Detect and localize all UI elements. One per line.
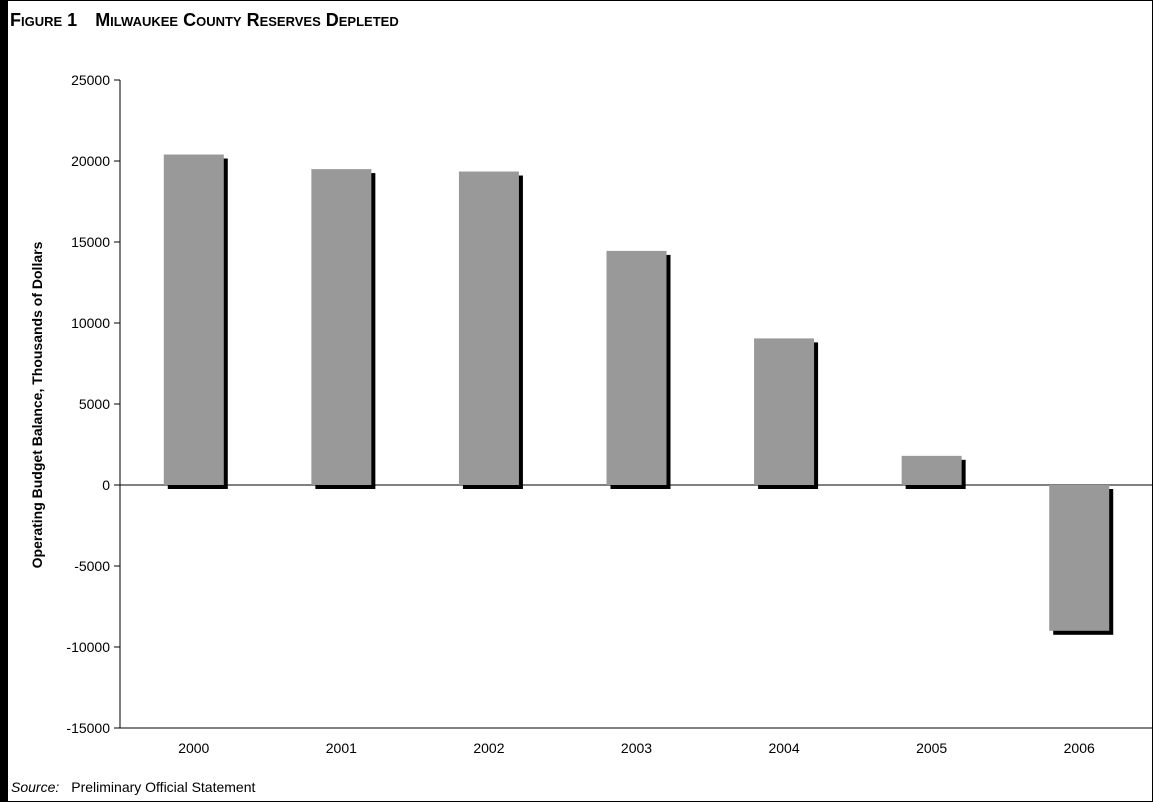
x-tick-label: 2001	[326, 740, 357, 756]
bar-2003	[606, 250, 667, 485]
figure-number: Figure 1	[10, 10, 78, 30]
source-label: Source:	[11, 779, 60, 795]
y-tick-label: -5000	[74, 558, 110, 574]
x-tick-label: 2000	[178, 740, 209, 756]
bar-2002	[458, 171, 519, 485]
x-axis-ticks: 2000 2001 2002 2003 2004 2005 2006	[178, 740, 1095, 756]
x-tick-label: 2002	[473, 740, 504, 756]
x-tick-label: 2006	[1064, 740, 1095, 756]
y-axis-ticks: 25000 20000 15000 10000 5000 0 -5000 -10000 -150…	[66, 72, 120, 736]
chart-bars	[163, 154, 1114, 635]
y-tick-label: 15000	[71, 234, 110, 250]
y-tick-label: 0	[102, 477, 110, 493]
y-tick-label: -15000	[66, 720, 110, 736]
source-text: Preliminary Official Statement	[71, 779, 256, 795]
x-tick-label: 2003	[621, 740, 652, 756]
bar-2004	[754, 338, 815, 485]
x-tick-label: 2004	[768, 740, 799, 756]
figure-left-border	[0, 0, 8, 802]
bar-2006	[1049, 485, 1110, 631]
bar-2000	[163, 154, 224, 485]
y-tick-label: 20000	[71, 153, 110, 169]
figure-title: Figure 1 Milwaukee County Reserves Deplet…	[10, 10, 399, 31]
y-tick-label: 5000	[79, 396, 110, 412]
bar-2001	[311, 169, 372, 485]
y-tick-label: 10000	[71, 315, 110, 331]
y-tick-label: 25000	[71, 72, 110, 88]
y-tick-label: -10000	[66, 639, 110, 655]
figure-title-text: Milwaukee County Reserves Depleted	[95, 10, 399, 30]
bar-2005	[901, 455, 962, 485]
x-tick-label: 2005	[916, 740, 947, 756]
source-note: Source: Preliminary Official Statement	[11, 779, 255, 795]
